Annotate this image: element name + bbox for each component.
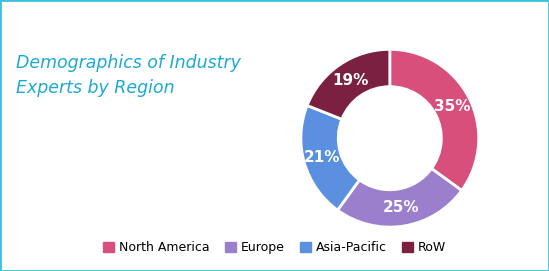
Wedge shape — [338, 169, 462, 227]
Legend: North America, Europe, Asia-Pacific, RoW: North America, Europe, Asia-Pacific, RoW — [98, 236, 451, 259]
Text: 21%: 21% — [304, 150, 340, 165]
Wedge shape — [301, 105, 360, 210]
Text: 35%: 35% — [434, 99, 470, 114]
Text: Demographics of Industry
Experts by Region: Demographics of Industry Experts by Regi… — [16, 54, 242, 97]
Wedge shape — [307, 49, 390, 119]
Text: 19%: 19% — [332, 73, 368, 88]
Text: 25%: 25% — [383, 200, 419, 215]
Wedge shape — [390, 49, 479, 191]
